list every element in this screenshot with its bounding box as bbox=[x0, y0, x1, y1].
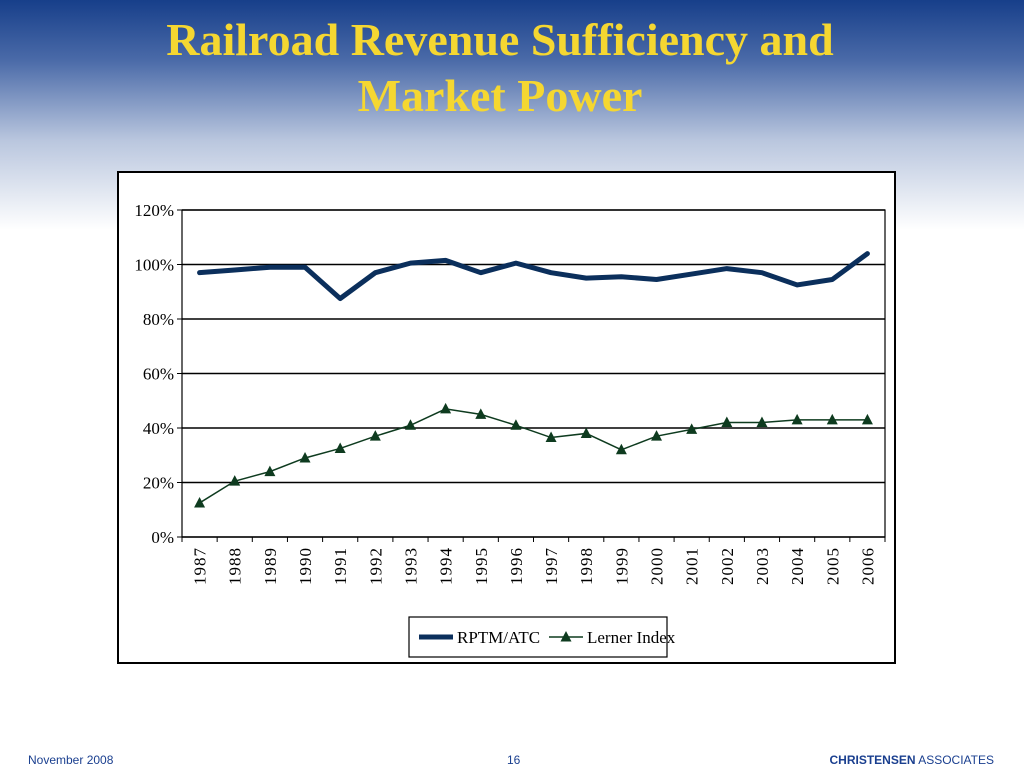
lerner-index-point bbox=[194, 496, 206, 508]
footer-company-bold: CHRISTENSEN bbox=[829, 753, 916, 767]
lerner-index-point bbox=[510, 419, 522, 430]
x-tick-label: 2001 bbox=[683, 547, 702, 585]
lerner-index-point bbox=[826, 413, 838, 425]
slide-title: Railroad Revenue Sufficiency and Market … bbox=[0, 12, 1000, 124]
x-tick-label: 2004 bbox=[788, 547, 807, 585]
y-tick-label: 60% bbox=[143, 365, 174, 384]
footer-company-rest: ASSOCIATES bbox=[915, 753, 994, 767]
lerner-index-point bbox=[756, 416, 768, 428]
lerner-index-point bbox=[580, 427, 592, 438]
x-tick-label: 1992 bbox=[366, 547, 385, 585]
y-tick-label: 120% bbox=[134, 201, 174, 220]
x-tick-label: 1997 bbox=[542, 547, 561, 585]
footer-date: November 2008 bbox=[28, 753, 114, 767]
lerner-index-point bbox=[721, 416, 733, 428]
lerner-index-point bbox=[440, 402, 452, 414]
x-tick-label: 2006 bbox=[858, 547, 877, 585]
footer-page-number: 16 bbox=[507, 753, 521, 767]
chart-frame bbox=[117, 171, 896, 664]
y-tick-label: 0% bbox=[151, 528, 174, 547]
x-tick-label: 1999 bbox=[612, 547, 631, 585]
x-tick-label: 1990 bbox=[296, 547, 315, 585]
slide-title-line2: Market Power bbox=[357, 70, 643, 121]
x-tick-label: 1989 bbox=[261, 547, 280, 585]
lerner-index-point bbox=[334, 442, 346, 453]
lerner-index-point bbox=[299, 451, 311, 463]
x-tick-label: 1994 bbox=[437, 547, 456, 585]
x-tick-label: 1998 bbox=[577, 547, 596, 585]
lerner-index-point bbox=[686, 423, 698, 434]
y-tick-label: 20% bbox=[143, 474, 174, 493]
lerner-index-point bbox=[615, 443, 627, 455]
legend-label-rptm-atc: RPTM/ATC bbox=[457, 628, 540, 647]
x-tick-label: 1988 bbox=[226, 547, 245, 585]
lerner-index-point bbox=[264, 465, 276, 477]
legend-swatch-lerner-index-marker bbox=[560, 631, 572, 642]
y-tick-label: 40% bbox=[143, 419, 174, 438]
x-tick-label: 1991 bbox=[331, 547, 350, 585]
y-tick-label: 100% bbox=[134, 256, 174, 275]
x-tick-label: 1995 bbox=[472, 547, 491, 585]
y-tick-label: 80% bbox=[143, 310, 174, 329]
lerner-index-point bbox=[475, 408, 487, 419]
slide-title-line1: Railroad Revenue Sufficiency and bbox=[166, 14, 834, 65]
series-line-rptm-atc bbox=[197, 251, 870, 302]
x-tick-label: 2003 bbox=[753, 547, 772, 585]
x-tick-label: 2002 bbox=[718, 547, 737, 585]
lerner-index-point bbox=[861, 413, 873, 425]
x-tick-label: 1993 bbox=[401, 547, 420, 585]
lerner-index-point bbox=[651, 430, 663, 441]
lerner-index-point bbox=[229, 475, 241, 486]
footer-company: CHRISTENSEN ASSOCIATES bbox=[830, 753, 994, 767]
x-tick-label: 2000 bbox=[648, 547, 667, 585]
legend-label-lerner-index: Lerner Index bbox=[587, 628, 676, 647]
x-tick-label: 1996 bbox=[507, 547, 526, 585]
lerner-index-point bbox=[545, 431, 557, 443]
lerner-index-point bbox=[369, 430, 381, 441]
lerner-index-point bbox=[404, 419, 416, 430]
lerner-index-point bbox=[791, 413, 803, 425]
series-line-lerner-index bbox=[199, 408, 868, 504]
x-tick-label: 1987 bbox=[191, 547, 210, 585]
x-tick-label: 2005 bbox=[823, 547, 842, 585]
